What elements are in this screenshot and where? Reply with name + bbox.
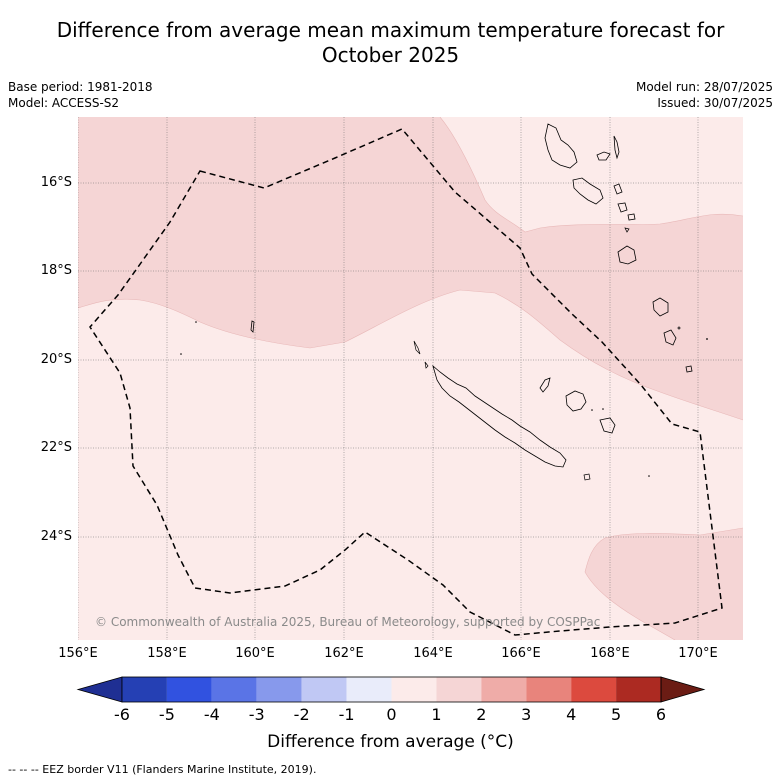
colorbar-tick-label: -4	[203, 705, 220, 724]
colorbar-tick-label: 4	[566, 705, 577, 724]
colorbar-segment	[122, 677, 167, 702]
colorbar-tick-label: 1	[431, 705, 442, 724]
colorbar-segment	[346, 677, 392, 702]
lon-label-168e: 168°E	[590, 646, 630, 661]
colorbar-tick-label: 6	[655, 705, 667, 724]
lon-label-162e: 162°E	[324, 646, 364, 661]
espiritu-santo	[544, 123, 578, 169]
tanna	[663, 329, 677, 346]
map-title: Difference from average mean maximum tem…	[0, 18, 781, 68]
lat-label-16s: 16°S	[40, 175, 72, 190]
colorbar-segment	[571, 677, 617, 702]
colorbar-tick-label: 3	[521, 705, 532, 724]
lon-label-156e: 156°E	[58, 646, 98, 661]
issued-date: Issued: 30/07/2025	[657, 96, 773, 110]
anomaly-band-1-2-south	[585, 528, 743, 640]
eez-legend-note: -- -- -- EEZ border V11 (Flanders Marine…	[8, 763, 317, 776]
ouvea	[539, 377, 551, 393]
colorbar	[76, 676, 706, 703]
mare	[599, 417, 616, 434]
lon-label-164e: 164°E	[413, 646, 453, 661]
colorbar-segment	[391, 677, 437, 702]
base-period: Base period: 1981-2018	[8, 80, 153, 94]
colorbar-tick-label: -5	[158, 705, 175, 724]
colorbar-tick-label: 5	[610, 705, 622, 724]
colorbar-tick-label: -2	[293, 705, 310, 724]
meta-right: Model run: 28/07/2025 Issued: 30/07/2025	[636, 79, 773, 111]
lat-label-24s: 24°S	[40, 529, 72, 544]
lon-label-160e: 160°E	[235, 646, 275, 661]
colorbar-extend-high	[660, 676, 706, 703]
map-title-line1: Difference from average mean maximum tem…	[56, 18, 725, 42]
colorbar-segment	[166, 677, 212, 702]
colorbar-extend-low	[76, 676, 123, 703]
colorbar-tick-label: -1	[338, 705, 355, 724]
meta-left: Base period: 1981-2018 Model: ACCESS-S2	[8, 79, 153, 111]
lon-label-166e: 166°E	[501, 646, 541, 661]
colorbar-segment	[301, 677, 347, 702]
gridlines	[78, 117, 743, 640]
anomaly-band-1-2-north	[78, 117, 743, 420]
lat-label-20s: 20°S	[40, 352, 72, 367]
colorbar-segment	[481, 677, 527, 702]
colorbar-segment	[616, 677, 661, 702]
lat-label-22s: 22°S	[40, 440, 72, 455]
colorbar-tick-label: 0	[386, 705, 397, 724]
colorbar-tick-label: -3	[248, 705, 265, 724]
efate	[617, 245, 637, 265]
lon-label-170e: 170°E	[678, 646, 718, 661]
copyright-text: © Commonwealth of Australia 2025, Bureau…	[95, 615, 600, 629]
map-title-line2: October 2025	[321, 43, 460, 67]
colorbar-tick-label: -6	[114, 705, 130, 724]
colorbar-segment	[211, 677, 257, 702]
colorbar-label: Difference from average (°C)	[267, 732, 514, 752]
colorbar-segment	[526, 677, 572, 702]
erromango	[652, 297, 669, 317]
eez-border	[89, 128, 723, 636]
new-caledonia-grande-terre	[432, 364, 567, 468]
colorbar-segment	[436, 677, 482, 702]
model-run: Model run: 28/07/2025	[635, 80, 773, 94]
malekula	[572, 177, 604, 205]
lifou	[565, 390, 587, 412]
lon-label-158e: 158°E	[147, 646, 187, 661]
map-area: © Commonwealth of Australia 2025, Bureau…	[78, 117, 743, 640]
colorbar-segment	[256, 677, 302, 702]
model-name: Model: ACCESS-S2	[8, 96, 120, 110]
colorbar-tick-label: 2	[476, 705, 487, 724]
lat-label-18s: 18°S	[40, 263, 72, 278]
